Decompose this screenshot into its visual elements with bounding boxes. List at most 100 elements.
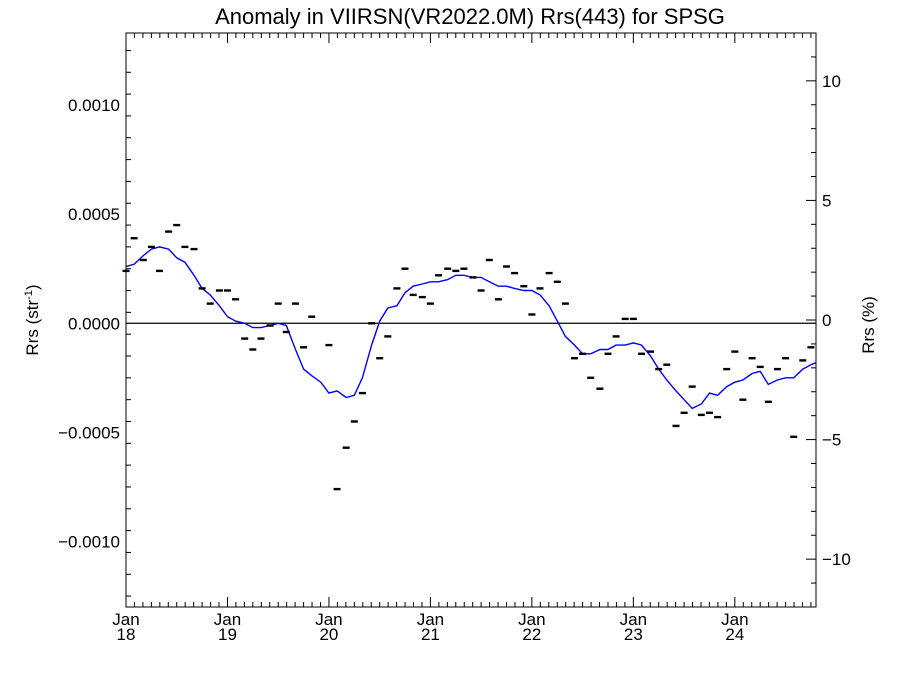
data-point [561,302,569,305]
y-tick-label: 0.0000 [68,314,120,333]
y-tick-label: 0.0005 [68,205,120,224]
data-point [300,346,308,349]
data-point [782,357,790,360]
y2-tick-label: 0 [822,311,831,330]
data-point [147,245,155,249]
x-tick-label-year: 21 [421,625,440,644]
data-point [723,367,731,371]
data-point [198,287,206,290]
data-point [596,387,604,390]
data-point [688,385,696,388]
data-point [257,337,265,340]
y2-axis-label: Rrs (%) [859,296,878,354]
chart-title: Anomaly in VIIRSN(VR2022.0M) Rrs(443) fo… [215,4,725,29]
x-tick-label-month: Jan [620,610,647,629]
data-point [680,411,688,414]
y-axis-label: Rrs (str-1) [23,284,42,355]
x-tick-label-year: 24 [725,625,744,644]
data-point [130,237,138,240]
data-point [409,293,417,297]
data-point [553,280,561,283]
x-tick-label-year: 19 [218,625,237,644]
data-point [292,302,299,305]
data-point [731,350,739,353]
data-point [444,267,452,270]
y-tick-label: 0.0010 [68,96,120,115]
data-point [333,487,341,491]
data-point [426,302,434,305]
data-point [663,363,671,366]
x-tick-label-month: Jan [112,610,139,629]
data-point [621,317,629,321]
y2-tick-label: −10 [822,550,851,569]
data-point [224,289,231,292]
data-point [452,269,460,273]
x-tick-label-month: Jan [417,610,444,629]
x-tick-label-year: 23 [624,625,643,644]
data-point [520,285,528,288]
data-point [629,317,637,321]
data-point [393,287,401,290]
data-point [503,265,510,268]
smoothed-line [125,246,817,410]
data-point [368,322,376,325]
data-point [266,324,274,327]
data-point [215,289,223,292]
y2-tick-label: 5 [822,191,831,210]
data-point [790,435,798,438]
x-tick-label-month: Jan [721,610,748,629]
data-point [232,298,240,301]
data-point [181,245,189,249]
data-point [604,352,612,355]
data-point [807,346,815,349]
data-point [342,446,350,449]
data-point [460,267,468,270]
data-point [638,352,645,355]
data-point [469,276,477,279]
data-point [435,274,442,277]
x-tick-label-year: 18 [117,625,136,644]
data-point [139,258,147,262]
data-point [511,271,519,275]
data-point [485,258,493,262]
data-point [384,335,392,338]
y2-tick-label: 10 [822,72,841,91]
y-tick-label: −0.0010 [58,533,120,552]
data-point [376,357,384,360]
x-tick-label-month: Jan [214,610,241,629]
data-point [799,359,807,362]
data-point [241,337,249,340]
data-point [748,357,756,360]
y2-tick-label: −5 [822,431,841,450]
data-point [156,269,163,273]
data-point [714,415,722,419]
data-point [282,330,290,334]
data-point [756,365,764,369]
data-point [274,302,282,305]
x-tick-label-month: Jan [518,610,545,629]
data-point [206,302,214,305]
data-point [764,400,772,403]
data-point [190,247,198,251]
data-point [401,267,409,270]
data-point [739,398,747,401]
y-axis-label-superscript: -1 [23,290,35,300]
data-point [647,350,655,353]
data-point [358,391,366,395]
data-point [350,420,358,423]
data-point [249,348,257,351]
data-point [545,271,553,275]
data-point [536,287,544,290]
x-tick-label-year: 20 [319,625,338,644]
data-point [773,367,781,371]
data-point [612,335,620,338]
data-point [579,352,587,355]
data-point [706,411,713,414]
data-point [494,298,502,301]
x-tick-label-year: 22 [522,625,541,644]
y-axis-label-main: Rrs (str [23,300,42,356]
data-point [477,289,485,292]
data-point [587,376,595,379]
data-point [655,367,663,371]
plot-frame [125,32,817,608]
